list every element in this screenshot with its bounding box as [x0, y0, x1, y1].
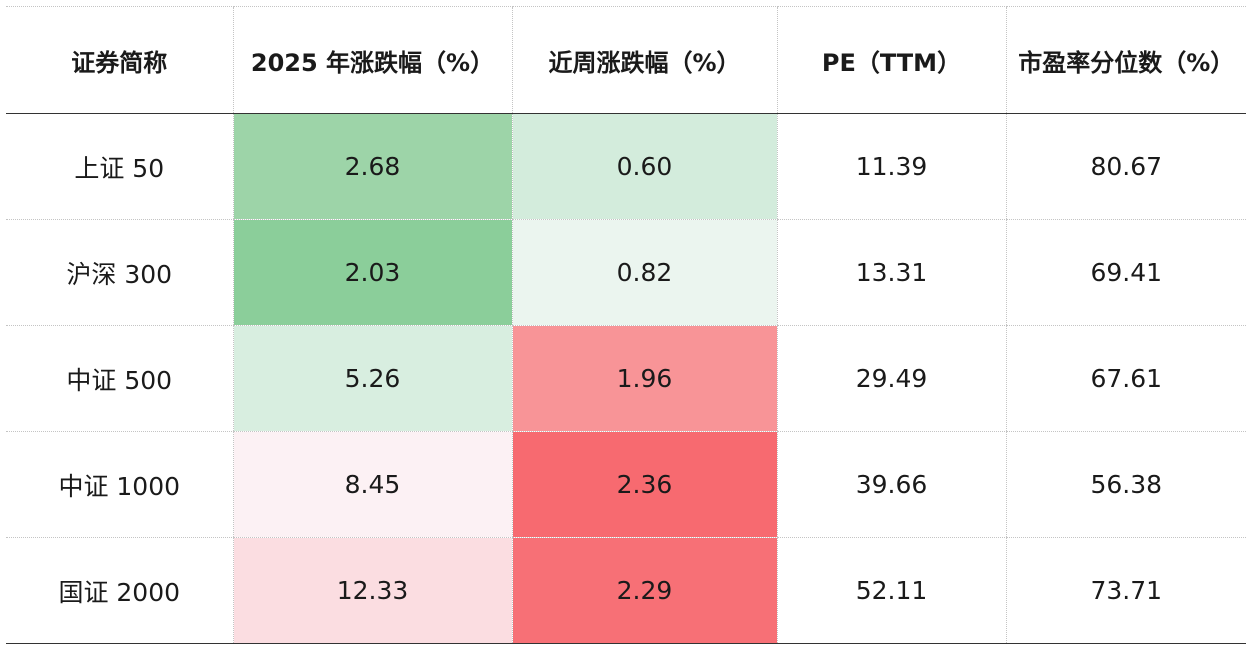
cell-ytd-change: 12.33: [232, 537, 512, 644]
header-ytd-change: 2025 年涨跌幅（%）: [232, 6, 512, 114]
cell-pe-ttm: 11.39: [776, 113, 1006, 220]
index-valuation-table: 证券简称 2025 年涨跌幅（%） 近周涨跌幅（%） PE（TTM） 市盈率分位…: [6, 6, 1246, 644]
cell-pe-ttm: 13.31: [776, 219, 1006, 326]
header-security-name: 证券简称: [6, 6, 233, 114]
header-pe-ttm: PE（TTM）: [776, 6, 1006, 114]
cell-pe-percentile: 67.61: [1005, 325, 1246, 432]
cell-pe-ttm: 39.66: [776, 431, 1006, 538]
cell-security-name: 国证 2000: [6, 537, 233, 644]
cell-ytd-change: 2.03: [232, 219, 512, 326]
cell-pe-ttm: 29.49: [776, 325, 1006, 432]
cell-pe-percentile: 80.67: [1005, 113, 1246, 220]
header-pe-percentile: 市盈率分位数（%）: [1005, 6, 1246, 114]
cell-pe-percentile: 73.71: [1005, 537, 1246, 644]
cell-security-name: 中证 1000: [6, 431, 233, 538]
cell-security-name: 中证 500: [6, 325, 233, 432]
table-row: 上证 50 2.68 0.60 11.39 80.67: [6, 113, 1246, 220]
index-valuation-table-container: 证券简称 2025 年涨跌幅（%） 近周涨跌幅（%） PE（TTM） 市盈率分位…: [6, 6, 1246, 644]
cell-weekly-change: 0.60: [511, 113, 777, 220]
cell-ytd-change: 5.26: [232, 325, 512, 432]
cell-security-name: 沪深 300: [6, 219, 233, 326]
cell-ytd-change: 2.68: [232, 113, 512, 220]
header-row: 证券简称 2025 年涨跌幅（%） 近周涨跌幅（%） PE（TTM） 市盈率分位…: [6, 6, 1246, 114]
cell-ytd-change: 8.45: [232, 431, 512, 538]
cell-weekly-change: 2.36: [511, 431, 777, 538]
cell-weekly-change: 0.82: [511, 219, 777, 326]
cell-security-name: 上证 50: [6, 113, 233, 220]
cell-weekly-change: 1.96: [511, 325, 777, 432]
table-row: 中证 500 5.26 1.96 29.49 67.61: [6, 325, 1246, 432]
table-row: 国证 2000 12.33 2.29 52.11 73.71: [6, 537, 1246, 644]
table-row: 沪深 300 2.03 0.82 13.31 69.41: [6, 219, 1246, 326]
table-row: 中证 1000 8.45 2.36 39.66 56.38: [6, 431, 1246, 538]
cell-pe-percentile: 56.38: [1005, 431, 1246, 538]
cell-weekly-change: 2.29: [511, 537, 777, 644]
cell-pe-percentile: 69.41: [1005, 219, 1246, 326]
cell-pe-ttm: 52.11: [776, 537, 1006, 644]
header-weekly-change: 近周涨跌幅（%）: [511, 6, 777, 114]
